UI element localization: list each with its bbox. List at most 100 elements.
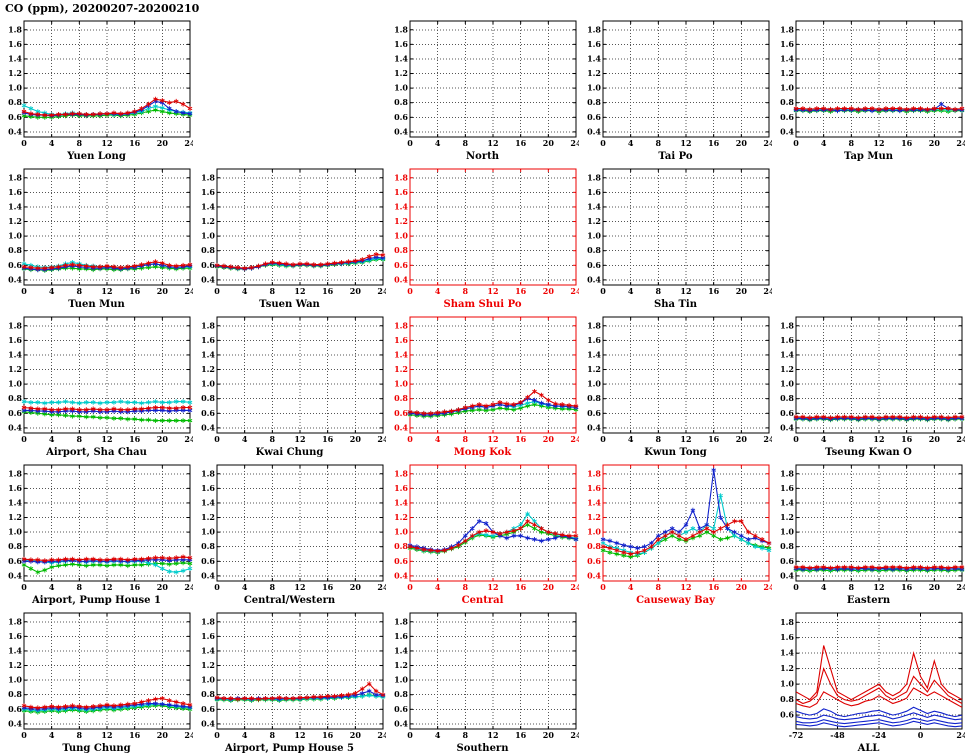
x-tick-label: 12 (294, 286, 305, 296)
x-tick-label: 12 (487, 286, 498, 296)
chart-tuen-mun: 0 4 8 12 16 20 24 0.4 0.6 0.8 1.0 1.2 1.4 1.6 1.8 Tuen … (0, 161, 196, 310)
x-tick-label: 8 (656, 138, 662, 148)
y-tick-label: 1.6 (394, 335, 408, 345)
y-tick-label: 1.4 (8, 497, 22, 507)
x-tick-label: 0 (21, 730, 27, 740)
figure-title: CO (ppm), 20200207-20200210 (5, 2, 200, 15)
plot-area-all: -72 -48 -24 0 24 0.6 0.8 1.0 1.2 1.4 1.6 1.8 (780, 612, 965, 740)
y-tick-label: 1.0 (394, 231, 408, 241)
series-line-blue (795, 712, 963, 721)
x-tick-label: 12 (873, 434, 884, 444)
x-tick-label: 0 (214, 582, 220, 592)
y-tick-label: 0.8 (780, 393, 794, 403)
y-tick-label: 1.0 (201, 675, 215, 685)
y-tick-label: 0.8 (201, 393, 215, 403)
y-tick-label: 1.2 (8, 512, 22, 522)
series-markers-red (21, 696, 193, 711)
x-tick-label: 4 (242, 582, 248, 592)
x-tick-label: 0 (600, 138, 606, 148)
y-tick-label: 1.6 (8, 39, 22, 49)
y-tick-label: 1.8 (587, 24, 601, 34)
y-tick-label: 1.2 (8, 660, 22, 670)
series-line-red (795, 645, 963, 701)
x-tick-label: 4 (49, 730, 55, 740)
y-tick-label: 0.8 (201, 689, 215, 699)
y-tick-label: 1.0 (780, 83, 794, 93)
x-tick-label: 12 (101, 434, 112, 444)
x-tick-label: 20 (157, 286, 169, 296)
x-tick-label: 24 (956, 730, 965, 740)
y-tick-label: 1.6 (587, 483, 601, 493)
series-markers-red (793, 106, 965, 112)
x-tick-label: 8 (77, 434, 83, 444)
y-tick-label: 1.0 (780, 379, 794, 389)
y-tick-label: 0.8 (780, 97, 794, 107)
y-tick-label: 1.4 (8, 645, 22, 655)
y-tick-label: 1.4 (394, 497, 408, 507)
x-tick-label: 16 (708, 434, 720, 444)
y-tick-label: 1.8 (201, 468, 215, 478)
x-tick-label: 8 (77, 730, 83, 740)
x-tick-label: 12 (487, 730, 498, 740)
y-tick-label: 0.8 (8, 97, 22, 107)
y-tick-label: 0.8 (8, 245, 22, 255)
y-tick-label: 0.8 (587, 393, 601, 403)
chart-title-eastern: Eastern (846, 595, 891, 606)
x-tick-label: 0 (407, 730, 413, 740)
y-tick-label: 1.4 (780, 349, 794, 359)
x-tick-label: 24 (184, 286, 193, 296)
chart-title-tseung-kwan-o: Tseung Kwan O (825, 447, 912, 458)
y-tick-label: 1.2 (8, 68, 22, 78)
y-tick-label: 1.0 (587, 527, 601, 537)
y-tick-label: 1.6 (780, 632, 794, 642)
plot-area-airport-pump-house-1: 0 4 8 12 16 20 24 0.4 0.6 0.8 1.0 1.2 1.4 1.6 1.8 (8, 464, 196, 592)
x-tick-label: 0 (214, 434, 220, 444)
y-tick-label: 1.8 (8, 616, 22, 626)
chart-title-all: ALL (857, 743, 880, 754)
y-tick-label: 1.8 (780, 24, 794, 34)
x-tick-label: 24 (570, 582, 579, 592)
x-tick-label: 8 (270, 286, 276, 296)
y-tick-label: 0.4 (780, 422, 794, 432)
x-tick-label: 24 (184, 582, 193, 592)
x-tick-label: 8 (463, 286, 469, 296)
chart-title-tai-po: Tai Po (658, 151, 693, 162)
chart-title-tsuen-wan: Tsuen Wan (259, 299, 320, 310)
y-tick-label: 1.4 (394, 349, 408, 359)
y-tick-label: 0.6 (8, 260, 22, 270)
x-tick-label: 16 (129, 286, 141, 296)
plot-area-central-western: 0 4 8 12 16 20 24 0.4 0.6 0.8 1.0 1.2 1.4 1.6 1.8 (201, 464, 389, 592)
y-tick-label: 1.8 (201, 320, 215, 330)
y-tick-label: 0.6 (587, 556, 601, 566)
y-tick-label: 1.6 (394, 39, 408, 49)
y-tick-label: 1.2 (587, 68, 601, 78)
x-tick-label: 12 (101, 582, 112, 592)
x-tick-label: -24 (872, 730, 887, 740)
x-tick-label: 16 (708, 286, 720, 296)
x-tick-label: 0 (793, 434, 799, 444)
x-tick-label: 24 (377, 434, 386, 444)
y-tick-label: 1.2 (780, 364, 794, 374)
x-tick-label: 8 (849, 434, 855, 444)
y-tick-label: 0.4 (394, 718, 408, 728)
chart-title-mong-kok: Mong Kok (453, 447, 512, 458)
y-tick-label: 1.4 (587, 497, 601, 507)
y-tick-label: 0.4 (201, 718, 215, 728)
chart-title-airport-pump-house-1: Airport, Pump House 1 (31, 595, 161, 606)
x-tick-label: 8 (463, 730, 469, 740)
y-tick-label: 1.2 (780, 68, 794, 78)
plot-area-tsuen-wan: 0 4 8 12 16 20 24 0.4 0.6 0.8 1.0 1.2 1.4 1.6 1.8 (201, 168, 389, 296)
plot-area-sha-tin: 0 4 8 12 16 20 24 0.4 0.6 0.8 1.0 1.2 1.4 1.6 1.8 (587, 168, 775, 296)
x-tick-label: 0 (407, 138, 413, 148)
y-tick-label: 1.6 (780, 483, 794, 493)
x-tick-label: 8 (77, 286, 83, 296)
x-tick-label: 0 (600, 582, 606, 592)
x-tick-label: 16 (129, 138, 141, 148)
x-tick-label: 8 (849, 138, 855, 148)
y-tick-label: 0.6 (780, 408, 794, 418)
plot-area-eastern: 0 4 8 12 16 20 24 0.4 0.6 0.8 1.0 1.2 1.4 1.6 1.8 (780, 464, 965, 592)
chart-airport-sha-chau: 0 4 8 12 16 20 24 0.4 0.6 0.8 1.0 1.2 1.4 1.6 1.8 Airpo… (0, 309, 196, 458)
y-tick-label: 1.0 (394, 675, 408, 685)
y-tick-label: 0.6 (780, 710, 794, 720)
y-tick-label: 0.4 (780, 570, 794, 580)
